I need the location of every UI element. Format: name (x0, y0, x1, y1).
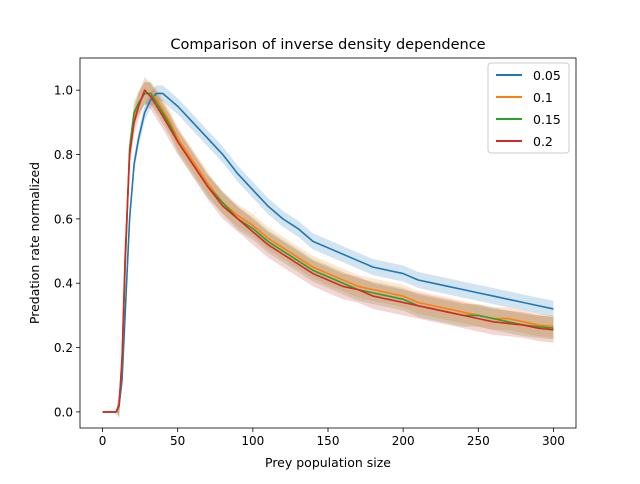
series-band-0-05 (102, 85, 554, 414)
x-tick-label: 0 (99, 434, 107, 448)
y-tick-label: 1.0 (54, 84, 73, 98)
series-line-0-05 (102, 92, 554, 413)
y-tick-label: 0.0 (54, 405, 73, 419)
y-axis-label: Predation rate normalized (27, 162, 42, 324)
legend-label-0-05: 0.05 (533, 68, 561, 83)
y-tick-label: 0.8 (54, 148, 73, 162)
legend-frame (487, 62, 570, 154)
legend-label-0-2: 0.2 (533, 134, 553, 149)
chart-title: Comparison of inverse density dependence (170, 37, 485, 53)
x-tick-label: 50 (170, 434, 185, 448)
legend-label-0-1: 0.1 (533, 90, 553, 105)
x-tick-label: 250 (467, 434, 490, 448)
x-axis-label: Prey population size (265, 455, 391, 470)
legend: 0.05 0.1 0.15 0.2 (487, 62, 570, 154)
x-tick-label: 300 (542, 434, 565, 448)
y-tick-label: 0.4 (54, 277, 73, 291)
legend-label-0-15: 0.15 (533, 112, 561, 127)
y-tick-label: 0.6 (54, 212, 73, 226)
x-tick-label: 200 (392, 434, 415, 448)
series-lines (102, 89, 554, 413)
x-tick-label: 150 (317, 434, 340, 448)
y-axis-ticks: 0.0 0.2 0.4 0.6 0.8 1.0 (54, 84, 80, 419)
x-tick-label: 100 (241, 434, 264, 448)
confidence-bands (102, 77, 554, 419)
y-tick-label: 0.2 (54, 341, 73, 355)
series-line-0-2 (102, 89, 554, 413)
x-axis-ticks: 0 50 100 150 200 250 300 (99, 428, 565, 448)
